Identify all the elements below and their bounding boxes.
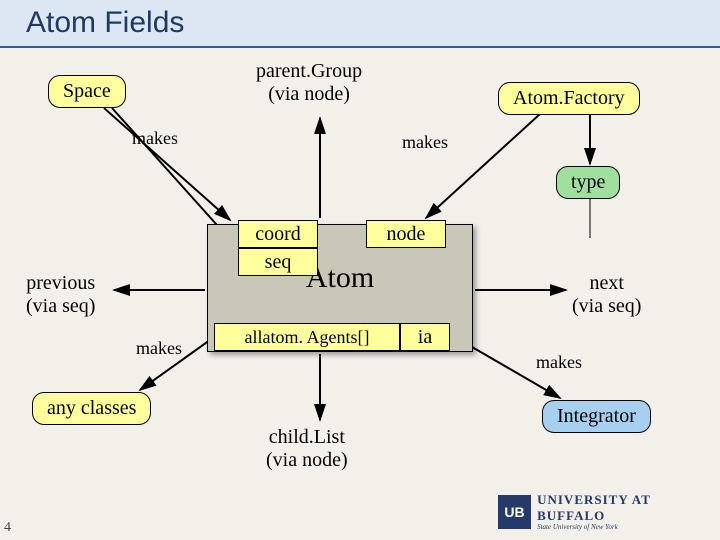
cell-ia: ia — [400, 323, 450, 351]
logo-line1: UNIVERSITY AT BUFFALO — [537, 492, 708, 523]
logo-line2: State University of New York — [537, 523, 708, 531]
label-makes-tl: makes — [132, 128, 178, 149]
node-space: Space — [48, 75, 126, 108]
label-makes-br-text: makes — [536, 352, 582, 372]
label-makes-tr-text: makes — [402, 132, 448, 152]
logo-glyph-text: UB — [504, 504, 524, 520]
node-integrator-label: Integrator — [557, 405, 636, 427]
cell-seq: seq — [238, 248, 318, 276]
label-makes-bl-text: makes — [136, 338, 182, 358]
label-next-l1: next — [572, 272, 641, 295]
cell-node-label: node — [387, 223, 426, 246]
logo: UB UNIVERSITY AT BUFFALO State Universit… — [498, 492, 708, 532]
node-type-label: type — [571, 171, 605, 193]
node-space-label: Space — [63, 80, 111, 102]
label-child-list-l1: child.List — [266, 426, 348, 449]
label-parent-group-l2: (via node) — [256, 83, 362, 106]
cell-coord: coord — [238, 220, 318, 248]
cell-node: node — [366, 220, 446, 248]
label-makes-br: makes — [536, 352, 582, 373]
node-integrator: Integrator — [542, 400, 651, 433]
node-atom-factory-label: Atom.Factory — [513, 87, 625, 109]
node-any-classes-label: any classes — [47, 397, 136, 419]
logo-glyph: UB — [498, 495, 531, 529]
node-type: type — [556, 166, 620, 199]
page-title: Atom Fields — [26, 6, 184, 40]
label-previous: previous (via seq) — [26, 272, 95, 318]
title-bar: Atom Fields — [0, 0, 720, 48]
label-makes-tl-text: makes — [132, 128, 178, 148]
label-next-l2: (via seq) — [572, 295, 641, 318]
node-any-classes: any classes — [32, 392, 151, 425]
node-atom-factory: Atom.Factory — [498, 82, 640, 115]
label-next: next (via seq) — [572, 272, 641, 318]
cell-agents-label: allatom. Agents[] — [245, 327, 370, 348]
cell-coord-label: coord — [255, 223, 301, 246]
label-previous-l2: (via seq) — [26, 295, 95, 318]
cell-seq-label: seq — [265, 251, 292, 274]
label-makes-tr: makes — [402, 132, 448, 153]
label-child-list-l2: (via node) — [266, 449, 348, 472]
atom-box: Atom coord seq node allatom. Agents[] ia — [207, 224, 473, 352]
label-previous-l1: previous — [26, 272, 95, 295]
cell-agents: allatom. Agents[] — [214, 323, 400, 351]
slide-number: 4 — [4, 520, 11, 536]
cell-ia-label: ia — [418, 326, 432, 349]
label-makes-bl: makes — [136, 338, 182, 359]
label-child-list: child.List (via node) — [266, 426, 348, 472]
logo-text: UNIVERSITY AT BUFFALO State University o… — [537, 492, 708, 532]
label-parent-group-l1: parent.Group — [256, 60, 362, 83]
label-parent-group: parent.Group (via node) — [256, 60, 362, 106]
